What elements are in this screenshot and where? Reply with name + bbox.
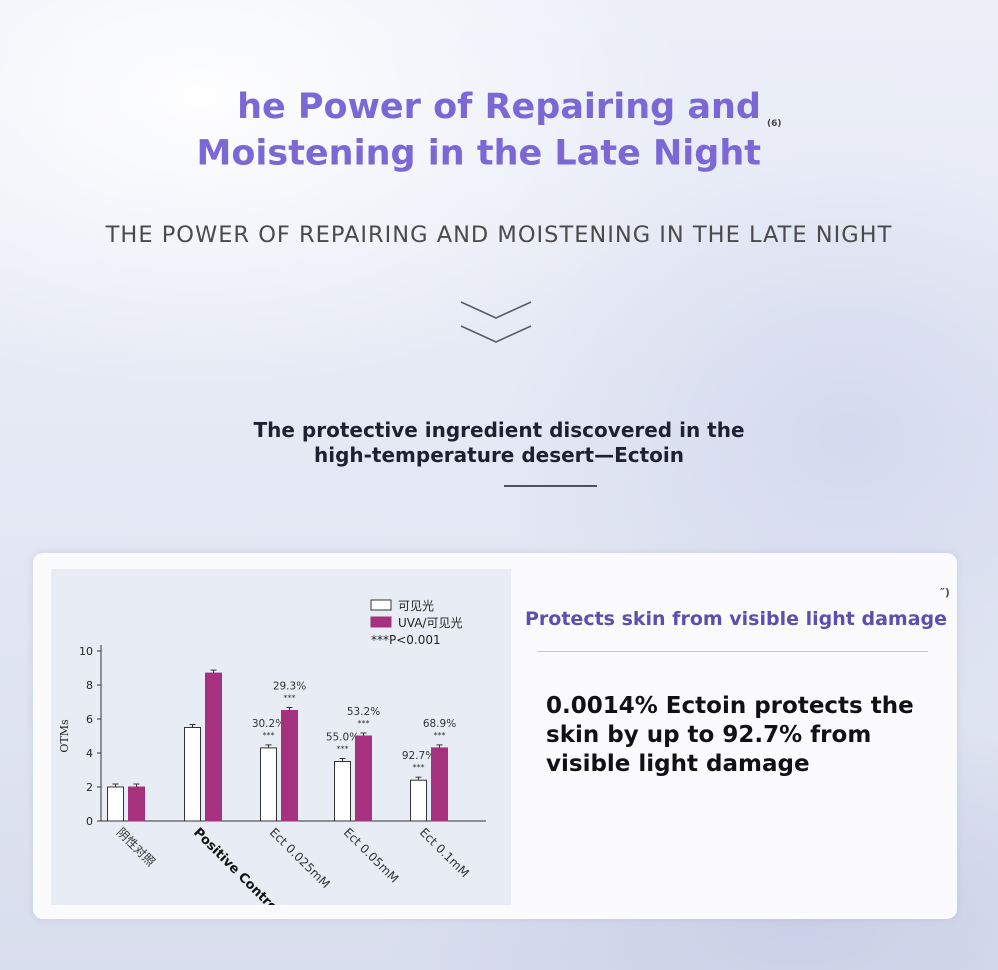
panel-divider: [537, 651, 928, 652]
legend-label: UVA/可见光: [398, 616, 462, 630]
significance-label: ***: [263, 731, 275, 740]
bar-uva: [281, 710, 298, 822]
y-tick-label: 6: [86, 713, 93, 726]
description-line2: high-temperature desert—Ectoin: [313, 443, 685, 467]
main-title-line2: Moistening in the Late Night: [196, 133, 761, 174]
bar-visible: [107, 786, 124, 822]
y-axis-label: OTMs: [58, 719, 71, 753]
x-tick-label: Ect 0.1mM: [417, 825, 472, 880]
legend-note: ***P<0.001: [371, 633, 441, 647]
main-title-line1: he Power of Repairing and: [237, 87, 761, 127]
data-label: 29.3%: [273, 681, 306, 693]
panel-title: Protects skin from visible light damage: [525, 608, 947, 630]
legend-swatch: [370, 599, 392, 611]
x-tick-label: 阴性对照: [114, 825, 158, 869]
significance-label: ***: [434, 731, 446, 740]
data-label: 92.7%: [402, 750, 435, 762]
title-reference: (6): [766, 119, 782, 129]
y-tick-label: 0: [86, 815, 93, 828]
bar-uva: [128, 786, 145, 822]
bar-visible: [410, 779, 427, 822]
y-tick-label: 4: [86, 747, 93, 760]
panel-body: 0.0014% Ectoin protects the skin by up t…: [546, 693, 914, 777]
significance-label: ***: [358, 719, 370, 728]
significance-label: ***: [284, 694, 296, 703]
y-tick-label: 2: [86, 781, 93, 794]
description: The protective ingredient discovered in …: [0, 418, 998, 468]
bar-uva: [431, 747, 448, 822]
subtitle: THE POWER OF REPAIRING AND MOISTENING IN…: [105, 222, 893, 248]
chart-panel: 0 2 4 6 8 10 OTMs *** 30.2% *** 55.0% *** 92.7% *** 29…: [51, 569, 511, 905]
legend-label: 可见光: [398, 599, 434, 613]
bar-visible: [260, 747, 277, 822]
data-label: 30.2%: [252, 718, 285, 730]
legend-swatch: [370, 616, 392, 628]
bar-visible: [184, 727, 201, 822]
y-tick-label: 10: [79, 645, 93, 658]
description-divider: [504, 485, 597, 487]
double-chevron-down-icon: [460, 301, 532, 343]
bar-visible: [334, 761, 351, 822]
main-title: he Power of Repairing and Moistening in …: [0, 86, 998, 176]
significance-label: ***: [413, 763, 425, 772]
x-tick-label: Ect 0.05mM: [341, 825, 401, 885]
x-tick-label: Ect 0.025mM: [267, 825, 333, 891]
reference-mark: ″): [940, 586, 950, 599]
data-label: 55.0%: [326, 732, 359, 744]
bar-uva: [205, 672, 222, 822]
y-tick-label: 8: [86, 679, 93, 692]
description-line1: The protective ingredient discovered in …: [253, 418, 745, 442]
significance-label: ***: [337, 745, 349, 754]
data-label: 68.9%: [423, 718, 456, 730]
bar-uva: [355, 735, 372, 822]
data-label: 53.2%: [347, 706, 380, 718]
